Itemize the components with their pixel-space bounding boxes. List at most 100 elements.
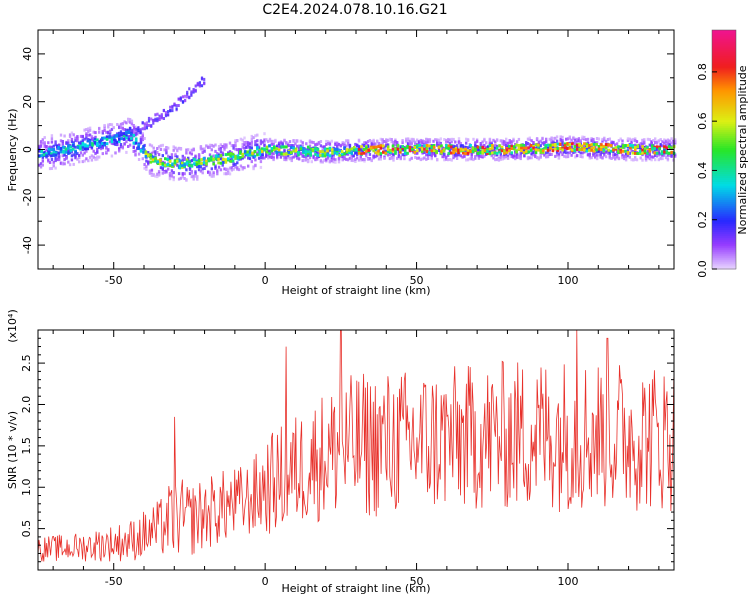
spectrogram-cell [414, 140, 417, 144]
spectrogram-cell [228, 166, 232, 170]
spectrogram-cell [175, 104, 178, 108]
spectrogram-cell [50, 152, 53, 156]
spectrogram-cell [296, 144, 299, 148]
spectrogram-cell [309, 151, 312, 155]
spectrogram-cell [118, 131, 121, 135]
spectrogram-cell [241, 145, 244, 149]
colorbar-swatch [712, 229, 736, 232]
spectrogram-cell [333, 147, 337, 151]
spectrogram-cell [492, 148, 495, 152]
spectrogram-cell [663, 150, 666, 154]
spectrogram-cell [391, 144, 395, 148]
spectrogram-cell [641, 138, 644, 142]
spectrogram-cell [606, 138, 610, 141]
spectrogram-cell [469, 150, 472, 153]
spectrogram-cell [583, 150, 586, 154]
spectrogram-cell [522, 144, 526, 147]
spectrogram-cell [606, 151, 610, 155]
spectrogram-cell [85, 133, 88, 137]
spectrogram-cell [366, 157, 370, 161]
spectrogram-cell [506, 141, 510, 145]
spectrogram-cell [157, 145, 161, 149]
colorbar-swatch [712, 30, 736, 33]
colorbar-swatch [712, 219, 736, 222]
spectrogram-cell [120, 132, 123, 136]
spectrogram-cell [168, 159, 172, 163]
spectrogram-cell [88, 126, 92, 130]
spectrogram-cell [183, 163, 186, 167]
spectrogram-cell [303, 155, 306, 159]
spectrogram-cell [466, 151, 470, 155]
spectrogram-cell [332, 157, 335, 161]
spectrogram-cell [132, 124, 135, 127]
colorbar-swatch [712, 211, 736, 214]
spectrogram-cell [452, 138, 455, 142]
spectrogram-cell [141, 157, 144, 161]
spectrogram-cell [316, 157, 319, 161]
spectrogram-cell [301, 144, 304, 148]
spectrogram-cell [394, 151, 397, 155]
colorbar-swatch [712, 207, 736, 210]
snr-scale-note: (x10⁴) [6, 309, 19, 343]
spectrogram-cell [546, 154, 550, 158]
spectrogram-cell [650, 140, 653, 144]
spectrogram-cell [259, 156, 263, 160]
spectrogram-cell [604, 144, 608, 148]
spectrogram-cell [268, 137, 272, 141]
spectrogram-cell [607, 143, 610, 147]
spectrogram-cell [183, 156, 186, 160]
spectrogram-cell [354, 158, 357, 161]
spectrogram-cell [145, 121, 148, 125]
spectrogram-cell [512, 139, 515, 143]
spectrogram-cell [159, 162, 162, 166]
spectrogram-cell [440, 151, 443, 155]
spectrogram-cell [352, 154, 355, 158]
spectrogram-cell [621, 156, 624, 160]
spectrogram-cell [632, 150, 635, 153]
spectrogram-cell [67, 144, 70, 148]
colorbar-swatch [712, 151, 736, 155]
spectrogram-cell [361, 143, 364, 147]
spectrogram-cell [210, 155, 213, 159]
spectrogram-cell [666, 138, 670, 142]
spectrogram-cell [205, 144, 208, 148]
spectrogram-cell [461, 155, 464, 159]
spectrogram-cell [282, 145, 286, 149]
spectrogram-cell [323, 145, 326, 149]
spectrogram-cell [643, 138, 646, 142]
spectrogram-cell [597, 145, 601, 148]
spectrogram-cell [177, 104, 180, 107]
spectrogram-cell [154, 150, 157, 154]
spectrogram-cell [403, 157, 406, 161]
spectrogram-cell [638, 152, 642, 155]
spectrogram-cell [399, 146, 402, 150]
spectrogram-cell [168, 155, 172, 159]
spectrogram-cell [452, 156, 455, 160]
spectrogram-cell [561, 143, 564, 147]
spectrogram-cell [277, 145, 281, 149]
spectrogram-cell [161, 154, 164, 158]
spectrogram-cell [231, 155, 235, 159]
spectrogram-cell [600, 145, 603, 148]
spectrogram-cell [150, 168, 154, 172]
colorbar-swatch [712, 61, 736, 65]
spectrogram-cell [634, 148, 637, 151]
spectrogram-cell [519, 153, 522, 157]
spectrogram-cell [113, 138, 116, 142]
spectrogram-cell [365, 149, 368, 153]
spectrogram-cell [90, 137, 94, 141]
spectrogram-cell [62, 145, 65, 149]
spectrogram-cell [85, 128, 88, 131]
spectrogram-cell [261, 153, 264, 157]
spectrogram-cell [263, 148, 266, 152]
spectrogram-cell [361, 158, 364, 162]
spectrogram-cell [219, 157, 223, 161]
spectrogram-cell [655, 140, 659, 144]
spectrogram-cell [310, 160, 313, 164]
spectrogram-cell [210, 148, 213, 152]
spectrogram-cell [134, 125, 137, 129]
spectrogram-cell [623, 157, 626, 160]
spectrogram-cell [401, 139, 404, 143]
spectrogram-cell [321, 160, 324, 164]
spectrogram-cell [192, 177, 195, 181]
